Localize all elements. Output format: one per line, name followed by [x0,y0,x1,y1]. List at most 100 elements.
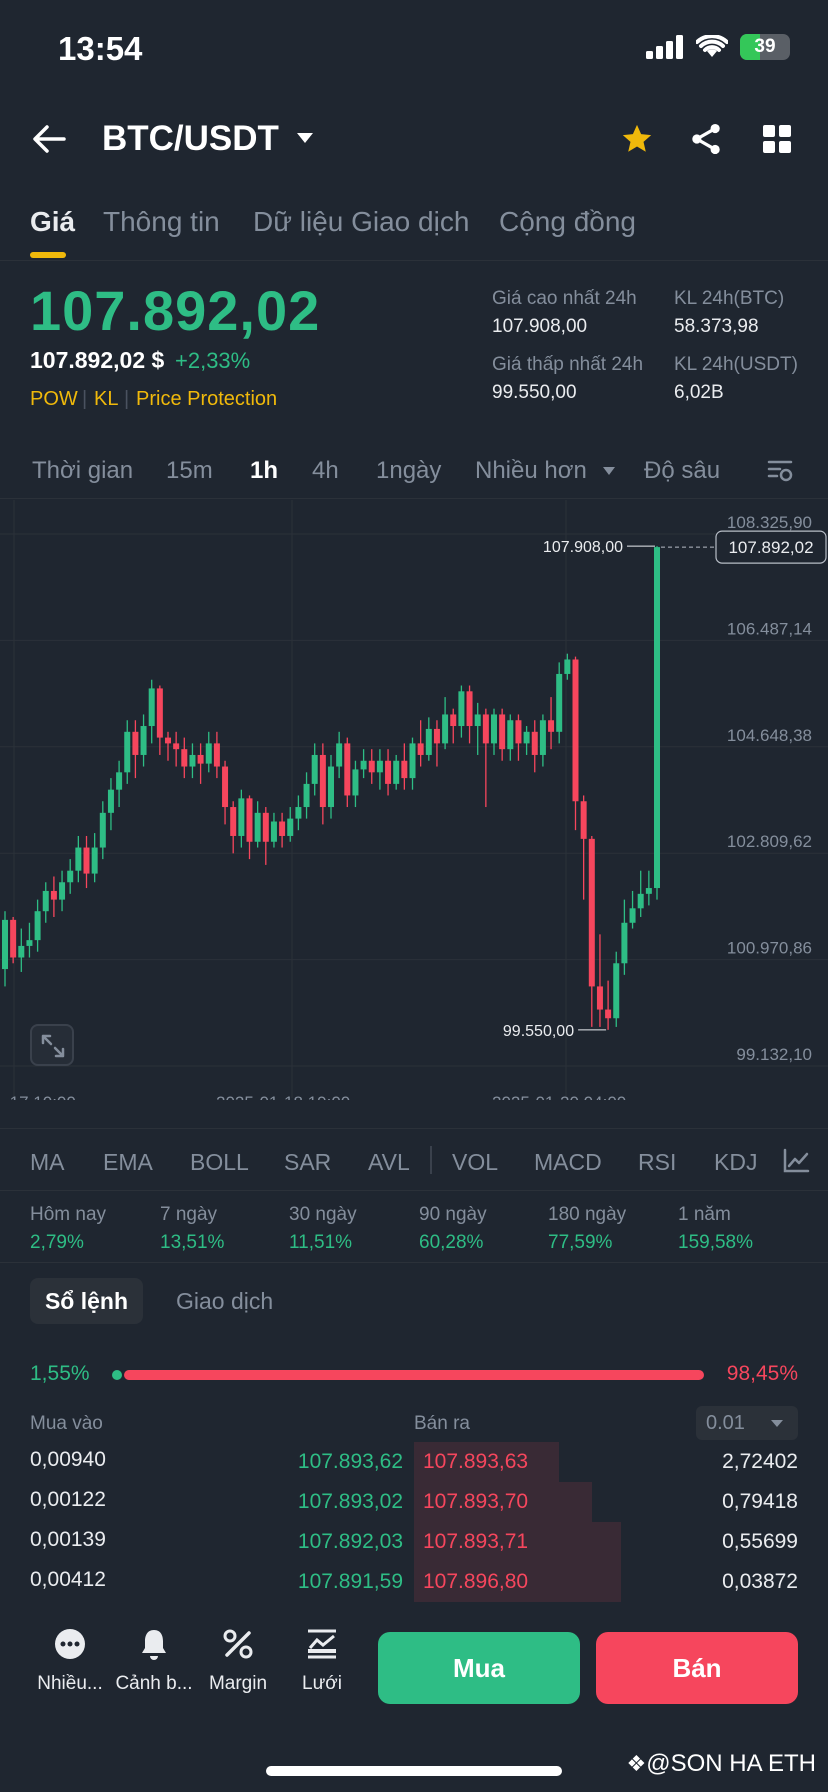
candle-body [336,743,343,767]
bid-qty: 0,00122 [30,1488,106,1511]
candle-body [621,922,628,964]
tag-price-protection[interactable]: Price Protection [136,388,278,410]
bid-price: 107.892,03 [297,1530,403,1553]
ask-qty: 0,03872 [722,1570,798,1593]
candle-body [165,737,171,744]
indicator-rsi[interactable]: RSI [638,1149,677,1175]
ask-depth-bar [414,1442,559,1482]
tab-trades[interactable]: Giao dịch [176,1288,274,1314]
indicator-sar[interactable]: SAR [284,1149,332,1175]
candle-body [645,888,652,894]
ask-price: 107.896,80 [423,1570,529,1593]
interval-depth[interactable]: Độ sâu [644,457,721,484]
indicator-macd[interactable]: MACD [534,1149,602,1175]
candle-body [148,688,155,727]
share-icon[interactable] [690,122,722,156]
tab-community[interactable]: Cộng đồng [499,206,637,237]
interval-time[interactable]: Thời gian [32,457,134,484]
expand-chart-button[interactable] [30,1024,74,1066]
indicator-avl[interactable]: AVL [368,1149,410,1175]
battery-icon: 39 [740,34,790,60]
header: BTC/USDT [0,110,828,170]
indicator-ema[interactable]: EMA [103,1149,153,1175]
perf-label: Hôm nay [30,1204,107,1225]
bid-price: 107.891,59 [297,1570,403,1593]
ask-price: 107.893,71 [423,1530,529,1553]
pair-title[interactable]: BTC/USDT [102,119,279,158]
interval-15m[interactable]: 15m [166,457,213,484]
candle-body [230,807,237,836]
tag-kl[interactable]: KL [94,388,119,410]
perf-value: 60,28% [419,1232,484,1253]
sell-button[interactable]: Bán [596,1632,798,1704]
candle-body [548,720,555,732]
perf-label: 1 năm [678,1204,731,1225]
more-dropdown-icon[interactable] [602,466,616,476]
tag-pow[interactable]: POW [30,388,78,410]
col-sell-header: Bán ra [414,1413,470,1434]
ask-depth-bar [414,1522,621,1562]
indicator-settings-icon[interactable] [782,1148,810,1174]
tab-info[interactable]: Thông tin [103,206,220,237]
current-price-label: 107.892,02 [728,538,813,557]
divider [0,260,828,261]
margin-button[interactable]: Margin [196,1628,280,1695]
candle-body [482,714,489,744]
candle-body [2,919,8,970]
ask-ratio-bar [124,1370,704,1380]
candle-body [99,812,106,848]
precision-select[interactable]: 0.01 [696,1406,798,1440]
candle-body [59,882,66,900]
expand-icon [41,1034,65,1058]
candle-body [10,919,17,958]
grid-trading-button[interactable]: Lưới [280,1628,364,1695]
bid-qty: 0,00940 [30,1448,106,1471]
tab-price[interactable]: Giá [30,206,76,237]
indicator-vol[interactable]: VOL [452,1149,499,1175]
divider [0,498,828,499]
candle-body [523,731,530,744]
indicator-kdj[interactable]: KDJ [714,1149,758,1175]
indicator-separator [430,1146,432,1174]
candle-body [637,893,644,909]
star-icon[interactable] [620,122,654,156]
table-row[interactable]: 0,00940 107.893,62 107.893,63 2,72402 [0,1442,828,1482]
change-percent: +2,33% [175,348,251,373]
indicator-ma[interactable]: MA [30,1149,65,1175]
vol-usdt-value: 6,02B [674,382,724,403]
more-button[interactable]: Nhiều... [28,1628,112,1695]
table-row[interactable]: 0,00412 107.891,59 107.896,80 0,03872 [0,1562,828,1602]
candle-body [132,731,139,755]
indicator-boll[interactable]: BOLL [190,1149,249,1175]
perf-value: 2,79% [30,1232,84,1253]
tab-trading-data[interactable]: Dữ liệu Giao dịch [253,206,470,237]
buy-button[interactable]: Mua [378,1632,580,1704]
chevron-down-icon[interactable] [296,132,314,144]
table-row[interactable]: 0,00122 107.893,02 107.893,70 0,79418 [0,1482,828,1522]
interval-1d[interactable]: 1ngày [376,457,442,484]
high-marker-label: 107.908,00 [543,539,623,556]
table-row[interactable]: 0,00139 107.892,03 107.893,71 0,55699 [0,1522,828,1562]
candle-body [246,798,253,842]
grid-trading-label: Lưới [302,1673,342,1694]
interval-1h[interactable]: 1h [250,457,279,484]
chart-settings-icon[interactable] [766,456,794,484]
candlestick-chart[interactable]: 108.325,90 106.487,14 104.648,38 102.809,62… [0,500,828,1100]
grid-menu-icon[interactable] [762,124,792,154]
perf-value: 159,58% [678,1232,754,1253]
candle-body [344,743,351,796]
interval-more[interactable]: Nhiều hơn [475,457,587,484]
divider [0,1262,828,1263]
candle-body [205,743,212,764]
candle-body [328,766,334,808]
diamond-icon: ❖ [626,1751,647,1776]
interval-4h[interactable]: 4h [312,457,339,484]
tab-underline [30,252,66,258]
alert-button[interactable]: Cảnh b... [112,1628,196,1695]
tag-separator: | [82,388,88,410]
candle-body [50,890,57,900]
candle-body [116,772,123,790]
tab-orderbook[interactable]: Sổ lệnh [30,1278,143,1324]
back-arrow-icon[interactable] [32,124,66,154]
bid-qty: 0,00139 [30,1528,106,1551]
